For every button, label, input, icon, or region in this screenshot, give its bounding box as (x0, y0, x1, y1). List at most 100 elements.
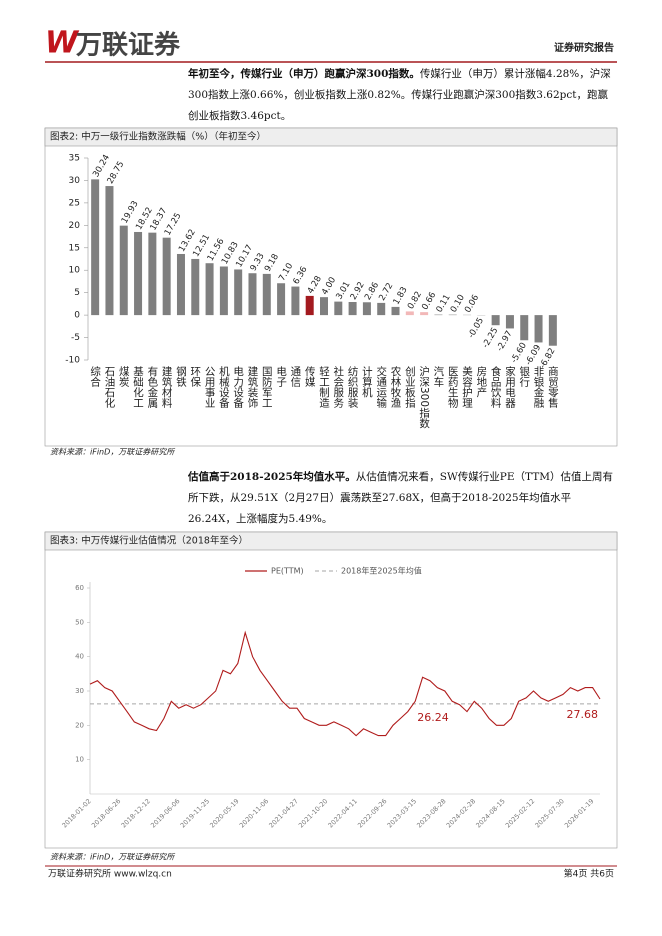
x-tick-label: 纺织服装 (347, 365, 359, 409)
y-tick-label: 15 (69, 243, 80, 253)
footer-left: 万联证券研究所 www.wlzq.cn (48, 868, 172, 880)
bar (548, 315, 557, 346)
y-tick-label: 35 (69, 154, 80, 164)
x-tick-label: 2022-04-11 (327, 797, 359, 829)
x-tick-label: 轻工制造 (318, 365, 330, 408)
x-tick-label: 有色金属 (146, 365, 158, 409)
x-tick-label: 商贸零售 (547, 365, 559, 409)
caption-bar (44, 531, 618, 551)
bar (362, 302, 371, 316)
bar (91, 179, 100, 316)
y-tick-label: -10 (65, 356, 80, 366)
paragraph-lead: 年初至今，传媒行业（申万）跑赢沪深300指数。 (188, 68, 420, 80)
bar (391, 306, 400, 316)
value-label: 0.06 (463, 293, 481, 314)
x-tick-label: 创业板指 (404, 365, 416, 409)
x-tick-label: 2018-12-12 (120, 797, 152, 829)
bar (176, 253, 185, 316)
x-tick-label: 2024-02-28 (445, 797, 477, 829)
bar (262, 273, 271, 316)
bar (277, 283, 286, 316)
logo-mark: W (45, 26, 80, 61)
footer-right: 第4页 共6页 (564, 868, 614, 880)
figure-caption: 图表2: 中万一级行业指数涨跌幅（%）（年初至今） (50, 131, 266, 143)
x-tick-label: 汽车 (432, 365, 444, 388)
y-tick-label: 5 (74, 288, 80, 298)
x-tick-label: 房地产 (475, 365, 487, 398)
bar (491, 315, 500, 326)
bar (291, 286, 300, 316)
bar (348, 302, 357, 316)
x-tick-label: 钢铁 (175, 365, 187, 388)
y-tick-label: 10 (69, 266, 81, 276)
bar (205, 263, 214, 316)
value-label: -0.05 (466, 316, 486, 340)
x-tick-label: 电子 (275, 365, 287, 387)
y-tick-label: 20 (69, 221, 81, 231)
legend-label: 2018年至2025年均值 (341, 566, 422, 576)
x-tick-label: 2024-08-15 (474, 797, 506, 829)
y-tick-label: 30 (69, 176, 81, 186)
y-tick-label: -5 (71, 333, 80, 343)
bar (320, 297, 328, 316)
x-tick-label: 煤炭 (118, 365, 130, 388)
x-tick-label: 沪深300指数 (418, 365, 430, 429)
x-tick-label: 建筑装饰 (246, 365, 258, 409)
y-tick-label: 30 (75, 687, 84, 695)
x-tick-label: 社会服务 (332, 365, 344, 409)
paragraph-text: 传媒行业（申万）累计涨幅4.28%，沪深300指数上涨0.66%，创业板指数上涨… (188, 68, 611, 122)
x-tick-label: 医药生物 (447, 366, 459, 409)
bar (334, 301, 343, 316)
reference-label: 26.24 (417, 711, 449, 724)
x-tick-label: 交通运输 (375, 365, 387, 409)
x-tick-label: 2026-01-19 (563, 797, 595, 829)
bar (234, 269, 243, 316)
x-tick-label: 电力设备 (232, 365, 244, 409)
x-tick-label: 家用电器 (504, 365, 516, 409)
bar (520, 315, 529, 341)
caption-bar (44, 127, 618, 147)
x-tick-label: 通信 (289, 366, 301, 388)
bar (377, 302, 386, 316)
source: 资料来源：iFinD，万联证券研究所 (50, 448, 176, 457)
x-tick-label: 计算机 (361, 365, 373, 398)
bar (219, 266, 228, 316)
x-tick-label: 2020-05-19 (208, 797, 240, 829)
figure-caption: 图表3: 中万传媒行业估值情况（2018年至今） (50, 535, 248, 547)
x-tick-label: 基础化工 (132, 365, 144, 408)
x-tick-label: 综合 (89, 365, 101, 388)
x-tick-label: 美容护理 (461, 365, 473, 408)
header-right: 证券研究报告 (554, 41, 614, 54)
x-tick-label: 传媒 (304, 366, 316, 388)
x-tick-label: 2019-06-06 (149, 797, 181, 829)
x-tick-label: 2023-03-15 (386, 797, 418, 829)
x-tick-label: 2021-10-20 (297, 797, 329, 829)
logo: 万联证券 (76, 31, 181, 61)
x-tick-label: 2020-11-06 (238, 797, 270, 829)
x-tick-label: 2023-08-28 (415, 797, 447, 829)
x-tick-label: 环保 (189, 366, 201, 388)
x-tick-label: 2025-07-30 (533, 797, 565, 829)
y-tick-label: 0 (74, 311, 80, 321)
x-tick-label: 石油石化 (103, 366, 115, 409)
value-label: 9.18 (263, 252, 281, 273)
x-tick-label: 公用事业 (204, 366, 216, 408)
y-tick-label: 60 (75, 584, 84, 592)
x-tick-label: 2019-11-25 (179, 797, 211, 829)
x-tick-label: 国防军工 (261, 366, 273, 408)
x-tick-label: 银行 (518, 365, 530, 388)
x-tick-label: 2018-01-02 (60, 797, 92, 829)
x-tick-label: 农林牧渔 (390, 365, 402, 409)
bar (162, 237, 171, 316)
y-tick-label: 25 (69, 198, 80, 208)
bar (305, 295, 314, 316)
bar (119, 225, 128, 316)
x-tick-label: 建筑材料 (161, 365, 173, 409)
bar (405, 311, 414, 316)
x-tick-label: 食品饮料 (490, 365, 502, 409)
paragraph: 估值高于2018-2025年均值水平。从估值情况来看，SW传媒行业PE（TTM）… (188, 467, 618, 530)
bar (420, 312, 429, 316)
bar (534, 315, 543, 343)
